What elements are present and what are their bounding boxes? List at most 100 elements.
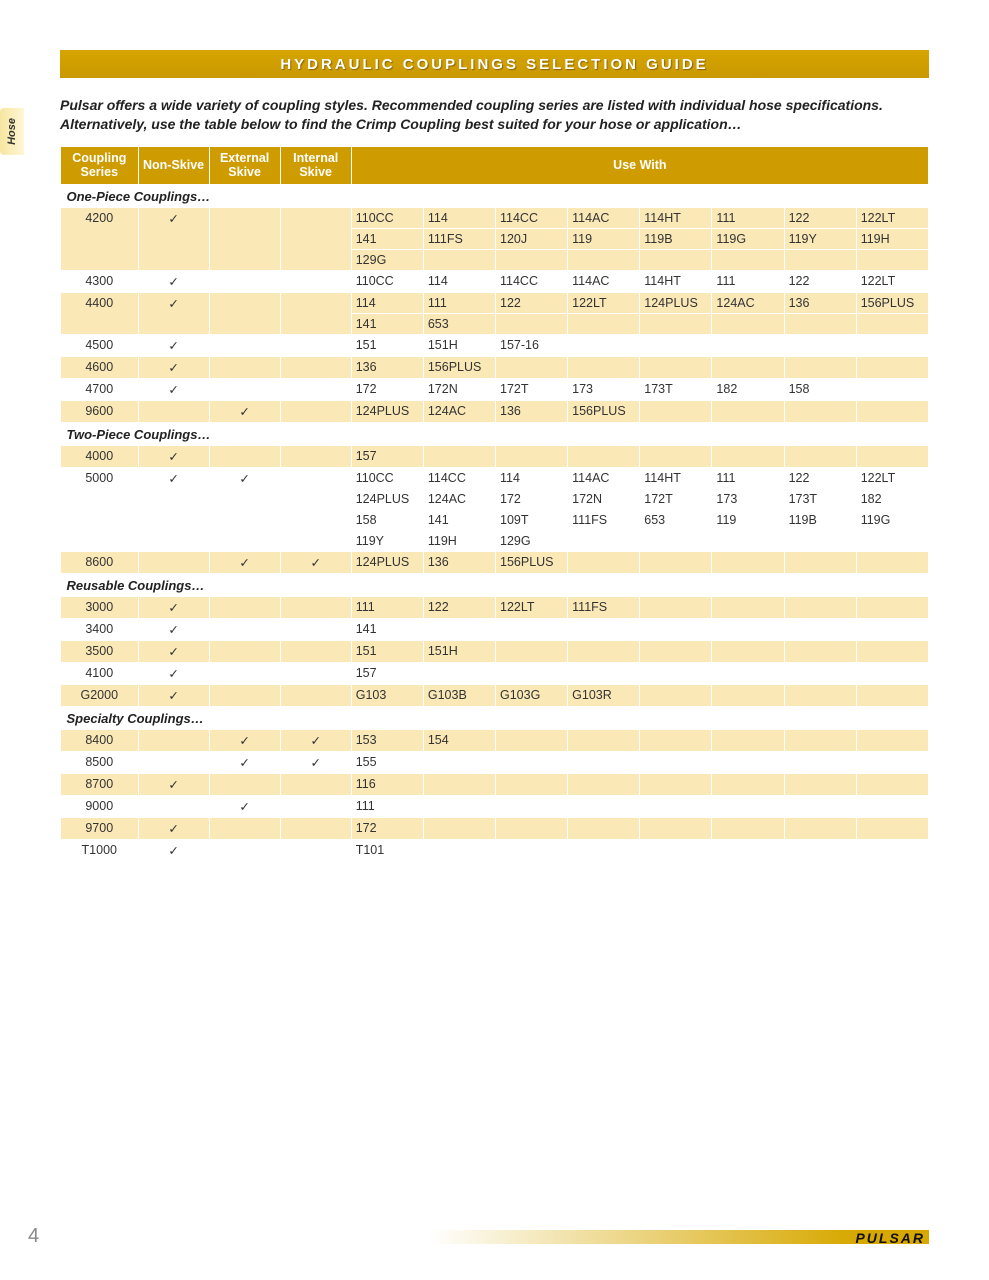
cell-use: 154 — [423, 729, 495, 751]
cell-use — [496, 795, 568, 817]
cell-use — [568, 445, 640, 467]
cell-use: 141 — [423, 509, 495, 530]
cell-use — [496, 773, 568, 795]
cell-use — [496, 618, 568, 640]
cell-internal-skive — [280, 795, 351, 817]
cell-use: 124PLUS — [351, 488, 423, 509]
cell-use: 119G — [712, 228, 784, 249]
cell-use: 136 — [351, 356, 423, 378]
cell-use: 136 — [784, 292, 856, 313]
table-row: G2000✓G103G103BG103GG103R — [61, 684, 929, 706]
cell-use: G103B — [423, 684, 495, 706]
cell-use — [856, 684, 928, 706]
cell-use — [640, 684, 712, 706]
cell-use: 172T — [496, 378, 568, 400]
cell-use — [568, 334, 640, 356]
cell-nonskive: ✓ — [138, 596, 209, 618]
cell-internal-skive — [280, 596, 351, 618]
cell-use: 110CC — [351, 207, 423, 228]
cell-use — [784, 839, 856, 861]
cell-nonskive: ✓ — [138, 684, 209, 706]
cell-use: 156PLUS — [423, 356, 495, 378]
cell-external-skive — [209, 596, 280, 618]
cell-internal-skive — [280, 378, 351, 400]
cell-use — [568, 640, 640, 662]
table-row: 8500✓✓155 — [61, 751, 929, 773]
cell-use: 122LT — [856, 270, 928, 292]
table-row: 5000✓✓110CC114CC114114AC114HT111122122LT — [61, 467, 929, 488]
cell-external-skive — [209, 445, 280, 467]
table-row: 3000✓111122122LT111FS — [61, 596, 929, 618]
cell-use: 114 — [351, 292, 423, 313]
cell-use — [423, 445, 495, 467]
cell-use — [712, 400, 784, 422]
cell-internal-skive — [280, 467, 351, 551]
cell-use: 119H — [423, 530, 495, 551]
cell-use — [784, 334, 856, 356]
cell-use: 182 — [856, 488, 928, 509]
table-row: 8600✓✓124PLUS136156PLUS — [61, 551, 929, 573]
cell-use — [856, 530, 928, 551]
cell-nonskive: ✓ — [138, 445, 209, 467]
cell-use: 122 — [784, 270, 856, 292]
cell-use: 119Y — [351, 530, 423, 551]
cell-use: 122 — [496, 292, 568, 313]
cell-use: 172 — [351, 817, 423, 839]
cell-internal-skive — [280, 773, 351, 795]
col-header-series: CouplingSeries — [61, 146, 139, 184]
cell-use — [856, 817, 928, 839]
cell-use — [784, 662, 856, 684]
cell-internal-skive — [280, 207, 351, 270]
cell-use — [423, 751, 495, 773]
cell-use — [712, 530, 784, 551]
cell-use: 114 — [423, 270, 495, 292]
brand-logo: PULSAR — [855, 1230, 925, 1246]
cell-external-skive — [209, 292, 280, 334]
cell-use: 111 — [423, 292, 495, 313]
cell-use — [712, 618, 784, 640]
cell-use — [640, 530, 712, 551]
cell-use: 124PLUS — [351, 400, 423, 422]
cell-use: 109T — [496, 509, 568, 530]
table-row: 4600✓136156PLUS — [61, 356, 929, 378]
cell-use — [568, 839, 640, 861]
cell-use: 124PLUS — [351, 551, 423, 573]
cell-nonskive — [138, 551, 209, 573]
cell-use — [784, 618, 856, 640]
cell-use: 114HT — [640, 270, 712, 292]
cell-series: 4000 — [61, 445, 139, 467]
cell-use — [784, 400, 856, 422]
cell-internal-skive — [280, 640, 351, 662]
cell-use: 114CC — [496, 270, 568, 292]
cell-use — [784, 773, 856, 795]
cell-use — [640, 618, 712, 640]
footer-gradient — [429, 1230, 929, 1244]
cell-use — [784, 445, 856, 467]
category-row: Two-Piece Couplings… — [61, 422, 929, 445]
cell-series: 8700 — [61, 773, 139, 795]
cell-use: 156PLUS — [568, 400, 640, 422]
cell-internal-skive: ✓ — [280, 551, 351, 573]
cell-internal-skive — [280, 445, 351, 467]
cell-external-skive — [209, 618, 280, 640]
cell-nonskive: ✓ — [138, 773, 209, 795]
cell-use — [784, 751, 856, 773]
cell-use: 141 — [351, 313, 423, 334]
cell-external-skive — [209, 356, 280, 378]
cell-use — [856, 662, 928, 684]
cell-external-skive: ✓ — [209, 467, 280, 551]
cell-use — [712, 839, 784, 861]
cell-series: 4100 — [61, 662, 139, 684]
cell-use — [784, 249, 856, 270]
cell-use: 158 — [784, 378, 856, 400]
cell-series: 4700 — [61, 378, 139, 400]
cell-use — [640, 596, 712, 618]
category-label: One-Piece Couplings… — [61, 184, 929, 207]
table-row: 4000✓157 — [61, 445, 929, 467]
cell-use: 114AC — [568, 207, 640, 228]
cell-use — [496, 249, 568, 270]
cell-use: 111FS — [423, 228, 495, 249]
cell-use: 119 — [568, 228, 640, 249]
cell-series: 4500 — [61, 334, 139, 356]
cell-use — [568, 356, 640, 378]
